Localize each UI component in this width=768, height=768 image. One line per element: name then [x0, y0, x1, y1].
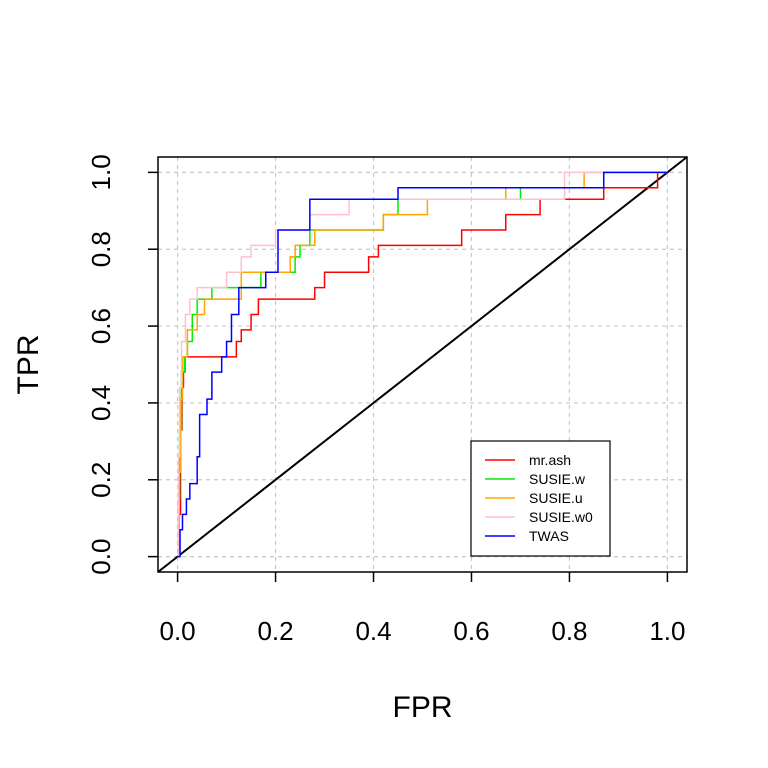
x-tick-label: 0.6 [453, 616, 489, 646]
reference-diagonal [157, 156, 688, 573]
legend: mr.ash SUSIE.w SUSIE.u SUSIE.w0 TWAS [470, 440, 611, 557]
series-line-susie-w0 [177, 171, 668, 558]
series-lines [177, 171, 668, 558]
series-line-twas [177, 171, 668, 558]
plot-frame [157, 156, 688, 573]
y-tick-label: 0.8 [86, 231, 116, 267]
y-tick-label: 1.0 [86, 154, 116, 190]
x-tick-label: 0.2 [257, 616, 293, 646]
y-tick-label: 0.2 [86, 462, 116, 498]
legend-label-mr-ash: mr.ash [529, 452, 571, 468]
legend-label-twas: TWAS [529, 528, 569, 544]
y-tick-label: 0.4 [86, 385, 116, 421]
x-tick-label: 0.0 [160, 616, 196, 646]
y-tick-label: 0.0 [86, 539, 116, 575]
y-tick-label: 0.6 [86, 308, 116, 344]
x-axis-title: FPR [393, 691, 453, 724]
x-axis: 0.0 0.2 0.4 0.6 0.8 1.0 [160, 572, 685, 646]
x-tick-label: 1.0 [649, 616, 685, 646]
x-tick-label: 0.4 [355, 616, 391, 646]
legend-label-susie-u: SUSIE.u [529, 490, 583, 506]
diagonal-line [157, 156, 688, 573]
legend-label-susie-w: SUSIE.w [529, 471, 586, 487]
x-tick-label: 0.8 [551, 616, 587, 646]
legend-label-susie-w0: SUSIE.w0 [529, 509, 593, 525]
y-axis: 0.0 0.2 0.4 0.6 0.8 1.0 [86, 154, 158, 575]
y-axis-title: TPR [12, 335, 45, 395]
